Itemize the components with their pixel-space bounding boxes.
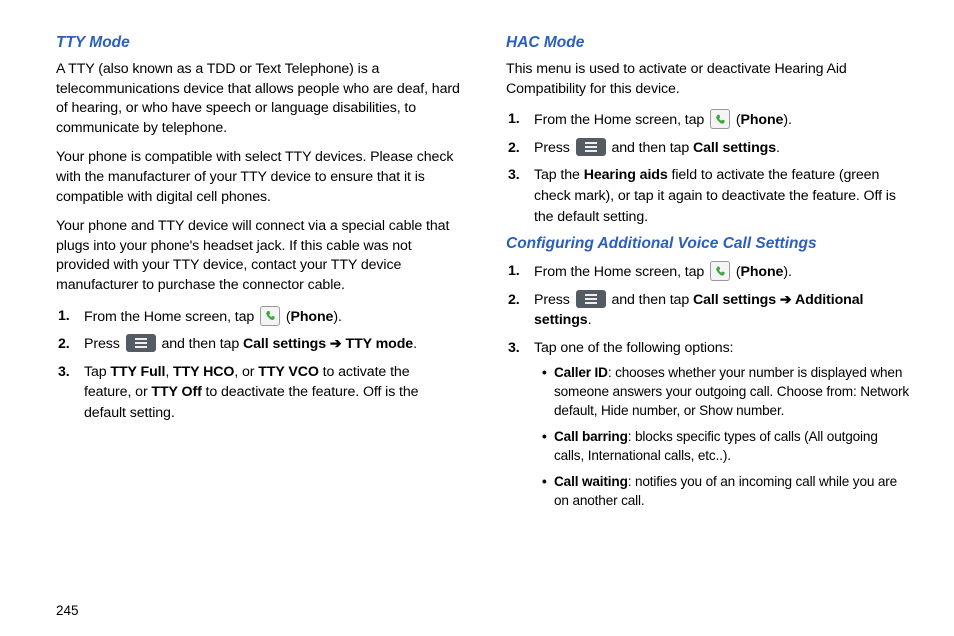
step-text: Tap (84, 364, 110, 380)
tty-mode-label: TTY mode (346, 336, 414, 352)
caller-id-label: Caller ID (554, 365, 608, 380)
tty-vco-label: TTY VCO (258, 364, 319, 380)
right-column: HAC Mode This menu is used to activate o… (506, 34, 910, 517)
step-text: Tap the (534, 167, 584, 183)
step-text: ( (282, 309, 290, 325)
cfg-step-3: Tap one of the following options: Caller… (534, 338, 910, 510)
step-text: Press (534, 292, 574, 308)
tty-para-3: Your phone and TTY device will connect v… (56, 217, 460, 295)
step-text: From the Home screen, tap (534, 112, 708, 128)
step-text: ). (783, 112, 791, 128)
menu-icon (126, 334, 156, 352)
option-caller-id: Caller ID: chooses whether your number i… (542, 363, 910, 420)
hac-step-2: Press and then tap Call settings. (534, 138, 910, 159)
call-barring-label: Call barring (554, 429, 628, 444)
step-text: and then tap (608, 292, 693, 308)
call-waiting-label: Call waiting (554, 474, 628, 489)
tty-hco-label: TTY HCO (173, 364, 234, 380)
step-text: Press (534, 140, 574, 156)
step-text: From the Home screen, tap (84, 309, 258, 325)
step-text: . (588, 312, 592, 328)
call-settings-label: Call settings (693, 292, 776, 308)
arrow-icon: ➔ (326, 336, 345, 352)
option-call-barring: Call barring: blocks specific types of c… (542, 427, 910, 465)
step-text: Press (84, 336, 124, 352)
page-number: 245 (56, 603, 79, 618)
hac-step-1: From the Home screen, tap (Phone). (534, 109, 910, 131)
heading-hac-mode: HAC Mode (506, 34, 910, 52)
tty-step-3: Tap TTY Full, TTY HCO, or TTY VCO to act… (84, 362, 460, 424)
tty-steps: From the Home screen, tap (Phone). Press… (56, 306, 460, 424)
step-text: ). (333, 309, 341, 325)
page-spread: TTY Mode A TTY (also known as a TDD or T… (56, 34, 910, 517)
step-text: . (413, 336, 417, 352)
tty-off-label: TTY Off (151, 384, 201, 400)
phone-label: Phone (741, 264, 784, 280)
tty-para-1: A TTY (also known as a TDD or Text Telep… (56, 60, 460, 138)
hac-steps: From the Home screen, tap (Phone). Press… (506, 109, 910, 227)
cfg-steps: From the Home screen, tap (Phone). Press… (506, 261, 910, 510)
heading-configuring: Configuring Additional Voice Call Settin… (506, 235, 910, 253)
call-settings-label: Call settings (693, 140, 776, 156)
phone-label: Phone (291, 309, 334, 325)
phone-icon (710, 109, 730, 129)
tty-full-label: TTY Full (110, 364, 165, 380)
step-text: , or (234, 364, 258, 380)
phone-icon (260, 306, 280, 326)
call-settings-label: Call settings (243, 336, 326, 352)
tty-step-1: From the Home screen, tap (Phone). (84, 306, 460, 328)
hac-step-3: Tap the Hearing aids field to activate t… (534, 165, 910, 227)
hearing-aids-label: Hearing aids (584, 167, 668, 183)
option-text: : chooses whether your number is display… (554, 365, 909, 418)
phone-label: Phone (741, 112, 784, 128)
phone-icon (710, 261, 730, 281)
tty-step-2: Press and then tap Call settings ➔ TTY m… (84, 334, 460, 355)
step-text: ). (783, 264, 791, 280)
step-text: ( (732, 264, 740, 280)
hac-para: This menu is used to activate or deactiv… (506, 60, 910, 99)
step-text: , (165, 364, 173, 380)
cfg-step-2: Press and then tap Call settings ➔ Addit… (534, 290, 910, 331)
option-call-waiting: Call waiting: notifies you of an incomin… (542, 472, 910, 510)
step-text: From the Home screen, tap (534, 264, 708, 280)
left-column: TTY Mode A TTY (also known as a TDD or T… (56, 34, 460, 517)
arrow-icon: ➔ (776, 292, 795, 308)
heading-tty-mode: TTY Mode (56, 34, 460, 52)
step-text: and then tap (608, 140, 693, 156)
menu-icon (576, 138, 606, 156)
cfg-step-1: From the Home screen, tap (Phone). (534, 261, 910, 283)
tty-para-2: Your phone is compatible with select TTY… (56, 148, 460, 207)
menu-icon (576, 290, 606, 308)
step-text: Tap one of the following options: (534, 340, 733, 356)
cfg-options: Caller ID: chooses whether your number i… (534, 363, 910, 510)
step-text: and then tap (158, 336, 243, 352)
step-text: ( (732, 112, 740, 128)
step-text: . (776, 140, 780, 156)
